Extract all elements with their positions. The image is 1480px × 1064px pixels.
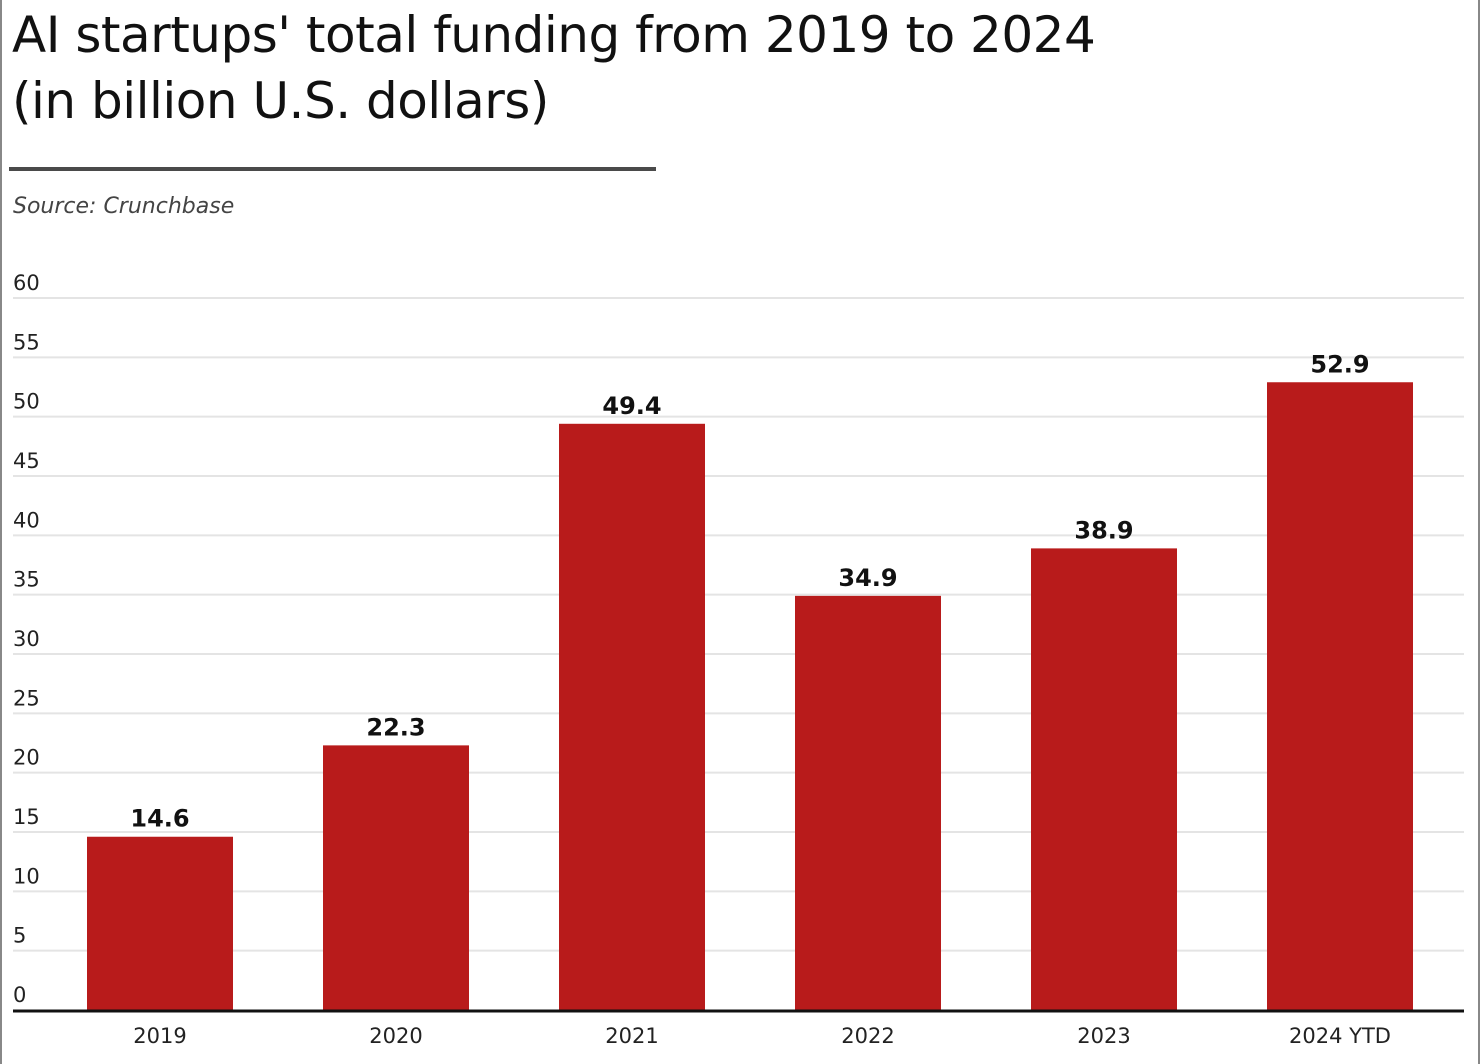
data-label: 22.3 [366, 713, 425, 741]
y-tick-label: 35 [13, 568, 40, 592]
y-tick-label: 30 [13, 627, 40, 651]
y-tick-label: 55 [13, 330, 40, 354]
bar-2020 [323, 745, 469, 1010]
data-label: 49.4 [602, 392, 661, 420]
x-tick-label: 2020 [369, 1024, 422, 1048]
data-label: 38.9 [1074, 516, 1133, 544]
x-tick-label: 2023 [1077, 1024, 1130, 1048]
bar-2023 [1031, 548, 1177, 1010]
y-tick-label: 45 [13, 449, 40, 473]
x-axis-ticks: 2019 2020 2021 2022 2023 2024 YTD [133, 1024, 1391, 1048]
y-tick-label: 25 [13, 686, 40, 710]
x-tick-label: 2024 YTD [1289, 1024, 1391, 1048]
data-label: 34.9 [838, 564, 897, 592]
x-tick-label: 2022 [841, 1024, 894, 1048]
x-tick-label: 2019 [133, 1024, 186, 1048]
title-divider [9, 167, 656, 171]
y-tick-label: 50 [13, 390, 40, 414]
data-label: 52.9 [1310, 350, 1369, 378]
bar-2024-ytd [1267, 382, 1413, 1011]
y-tick-label: 60 [13, 271, 40, 295]
gridlines [13, 297, 1464, 952]
y-axis-ticks: 0 5 10 15 20 25 30 35 40 45 50 55 60 [13, 271, 40, 1007]
y-tick-label: 20 [13, 746, 40, 770]
data-labels: 14.6 22.3 49.4 34.9 38.9 52.9 [130, 350, 1369, 832]
bar-2019 [87, 836, 233, 1010]
frame-border-right [1478, 0, 1480, 1064]
data-label: 14.6 [130, 805, 189, 833]
x-tick-label: 2021 [605, 1024, 658, 1048]
y-tick-label: 10 [13, 864, 40, 888]
chart-title-line-2: (in billion U.S. dollars) [12, 72, 549, 130]
y-tick-label: 5 [13, 924, 26, 948]
bars [87, 382, 1413, 1011]
chart-title: AI startups' total funding from 2019 to … [12, 2, 1212, 134]
bar-2021 [559, 423, 705, 1011]
y-tick-label: 0 [13, 983, 26, 1007]
y-tick-label: 15 [13, 805, 40, 829]
chart-title-line-1: AI startups' total funding from 2019 to … [12, 6, 1096, 64]
frame-border-left [0, 0, 2, 1064]
source-note: Source: Crunchbase [13, 194, 235, 219]
y-tick-label: 40 [13, 508, 40, 532]
bar-2022 [795, 595, 941, 1010]
